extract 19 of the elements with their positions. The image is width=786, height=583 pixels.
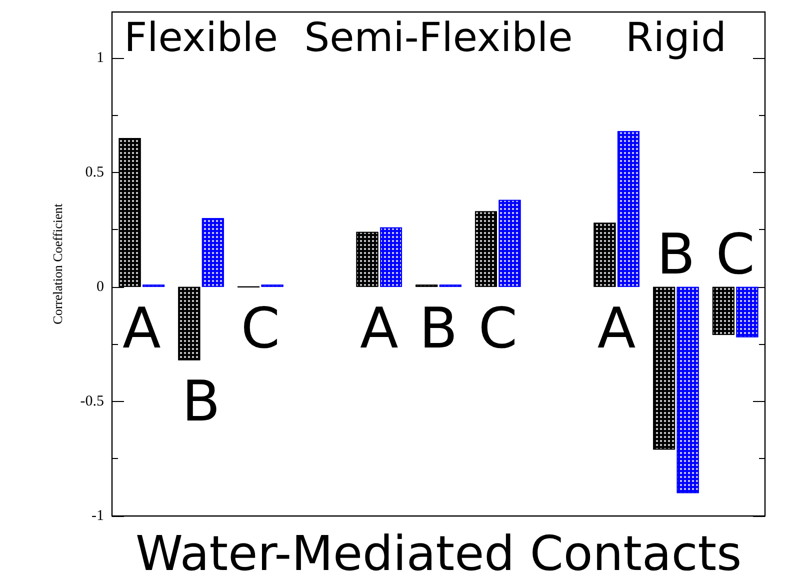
annotation: Rigid [626, 15, 726, 61]
annotation: Semi-Flexible [304, 15, 573, 61]
annotation: Flexible [124, 15, 278, 61]
y-tick-label: -1 [92, 508, 104, 524]
y-tick-label: -0.5 [80, 393, 104, 410]
x-tick-label: A [597, 296, 636, 362]
y-tick-label: 0.5 [85, 164, 104, 180]
x-axis-title: Water-Mediated Contacts [135, 526, 742, 582]
x-tick-label: C [478, 296, 518, 362]
x-tick-label: B [182, 370, 220, 435]
x-tick-label: B [656, 222, 696, 288]
x-tick-label: A [122, 296, 161, 362]
y-tick-label: 1 [96, 50, 104, 66]
x-tick-label: C [240, 296, 280, 362]
x-tick-label: B [419, 296, 458, 362]
x-tick-label: C [716, 222, 755, 288]
y-tick-label: 0 [96, 278, 104, 295]
y-axis-title: Correlation Coefficient [50, 203, 65, 324]
x-tick-label: A [360, 296, 398, 362]
